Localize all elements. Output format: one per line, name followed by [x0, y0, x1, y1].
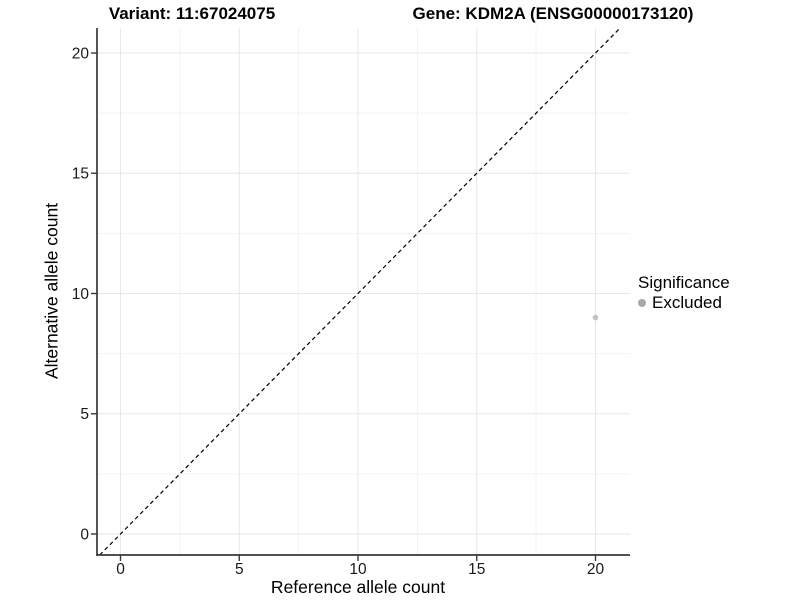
y-tick-label: 20	[72, 45, 90, 62]
y-tick-label: 15	[72, 166, 89, 183]
x-tick-labels: 0 5 10 15 20	[116, 561, 604, 578]
x-tick-label: 20	[587, 561, 605, 578]
major-gridlines	[97, 28, 630, 555]
x-tick-label: 15	[468, 561, 485, 578]
excluded-point-marker-icon	[638, 298, 646, 307]
minor-gridlines	[97, 28, 630, 555]
y-tick-label: 10	[72, 286, 90, 303]
y-tick-labels: 0 5 10 15 20	[72, 45, 90, 543]
tick-marks	[91, 52, 597, 561]
legend-title: Significance	[638, 273, 730, 292]
x-tick-label: 0	[116, 561, 125, 578]
variant-title: Variant: 11:67024075	[108, 4, 276, 23]
y-tick-label: 0	[80, 526, 89, 543]
legend-item-label: Excluded	[652, 293, 722, 312]
x-axis-title: Reference allele count	[270, 577, 446, 597]
data-layer	[99, 27, 621, 556]
legend: Significance Excluded	[638, 273, 730, 312]
x-tick-label: 10	[349, 561, 367, 578]
x-tick-label: 5	[235, 561, 244, 578]
identity-reference-line	[99, 27, 621, 556]
data-point	[592, 314, 599, 321]
gene-title: Gene: KDM2A (ENSG00000173120)	[412, 4, 694, 23]
axis-lines	[96, 28, 630, 556]
y-axis-title: Alternative allele count	[41, 202, 62, 380]
y-tick-label: 5	[80, 406, 89, 423]
legend-item-excluded: Excluded	[638, 293, 730, 312]
